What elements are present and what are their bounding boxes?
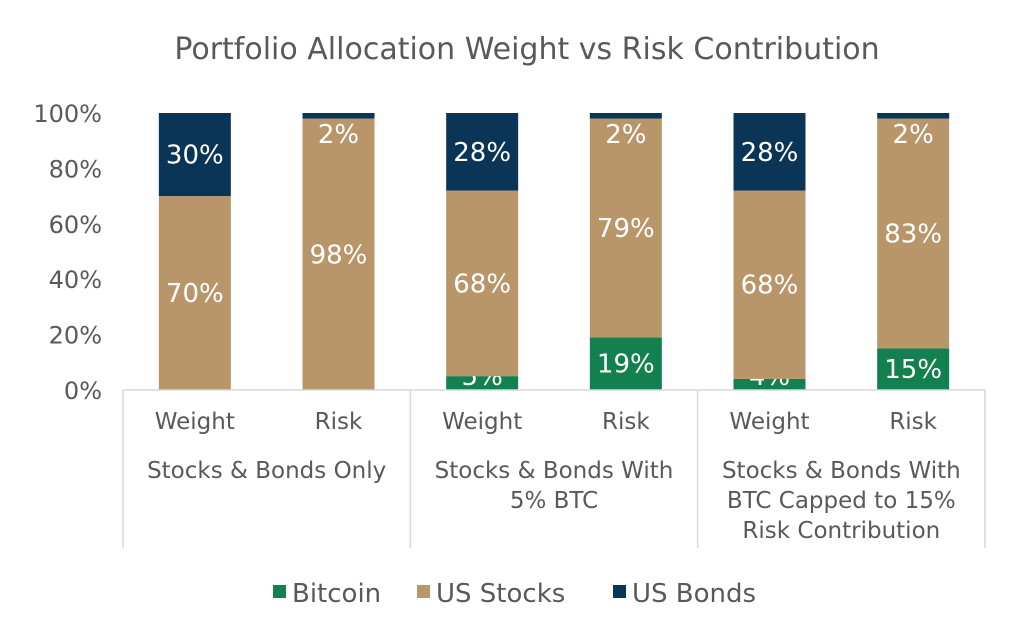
- bar-segment-us-stocks: [446, 190, 519, 377]
- data-label: 68%: [741, 271, 799, 301]
- x-axis: Weight Risk Weight Risk Weight Risk Stocks & B…: [122, 389, 986, 548]
- bar-segment-us-bonds: [446, 113, 519, 191]
- bar-segment-us-stocks: [158, 196, 231, 390]
- data-label: 79%: [597, 214, 655, 244]
- legend-swatch: [613, 585, 626, 598]
- legend-item-bitcoin: Bitcoin: [273, 579, 381, 609]
- data-label: 2%: [893, 120, 934, 150]
- x-group-label: Stocks & Bonds Only: [147, 458, 386, 484]
- bars: 70%30%98%2%5%68%28%19%79%2%4%68%28%15%83…: [158, 113, 950, 392]
- y-tick-label: 80%: [49, 155, 102, 183]
- y-tick-label: 40%: [49, 266, 102, 294]
- bar-segment-bitcoin: [446, 376, 519, 390]
- bar-segment-bitcoin: [589, 337, 662, 390]
- x-category-label: Risk: [602, 409, 650, 435]
- bar-segment-us-bonds: [733, 113, 806, 191]
- legend-label: US Bonds: [632, 579, 756, 609]
- bar-segment-us-bonds: [877, 113, 950, 119]
- data-label: 15%: [884, 355, 942, 385]
- legend-swatch: [273, 585, 286, 598]
- bar-segment-us-stocks: [589, 118, 662, 338]
- x-category-label: Risk: [315, 409, 363, 435]
- data-label: 28%: [453, 138, 511, 168]
- legend: Bitcoin US Stocks US Bonds: [273, 579, 756, 609]
- legend-item-us-bonds: US Bonds: [613, 579, 756, 609]
- x-group-label: Stocks & Bonds With BTC Capped to 15% Risk…: [722, 458, 961, 544]
- bar-segment-bitcoin: [733, 378, 806, 390]
- data-label: 70%: [166, 279, 224, 309]
- y-tick-label: 60%: [49, 211, 102, 239]
- x-category-label: Risk: [889, 409, 937, 435]
- y-tick-label: 20%: [49, 322, 102, 350]
- data-label: 30%: [166, 141, 224, 171]
- data-label: 2%: [605, 120, 646, 150]
- data-label: 68%: [453, 269, 511, 299]
- data-label: 98%: [310, 240, 368, 270]
- bar-segment-us-stocks: [733, 190, 806, 379]
- bar-segment-us-bonds: [589, 113, 662, 119]
- bar-segment-us-stocks: [302, 118, 375, 390]
- x-category-label: Weight: [155, 409, 235, 435]
- legend-swatch: [417, 585, 430, 598]
- legend-label: Bitcoin: [292, 579, 381, 609]
- x-category-label: Weight: [442, 409, 522, 435]
- legend-label: US Stocks: [436, 579, 565, 609]
- bar-segment-us-bonds: [158, 113, 231, 197]
- chart-title: Portfolio Allocation Weight vs Risk Cont…: [174, 32, 879, 67]
- data-label: 2%: [318, 120, 359, 150]
- bar-segment-us-bonds: [302, 113, 375, 119]
- data-label: 28%: [741, 138, 799, 168]
- data-label: 83%: [884, 219, 942, 249]
- x-group-label: Stocks & Bonds With 5% BTC: [435, 458, 674, 514]
- x-category-label: Weight: [729, 409, 809, 435]
- y-tick-label: 100%: [33, 100, 102, 128]
- y-axis: 0% 20% 40% 60% 80% 100%: [33, 100, 102, 405]
- y-tick-label: 0%: [64, 377, 102, 405]
- bar-segment-us-stocks: [877, 118, 950, 349]
- legend-item-us-stocks: US Stocks: [417, 579, 565, 609]
- bar-segment-bitcoin: [877, 348, 950, 390]
- data-label: 19%: [597, 350, 655, 380]
